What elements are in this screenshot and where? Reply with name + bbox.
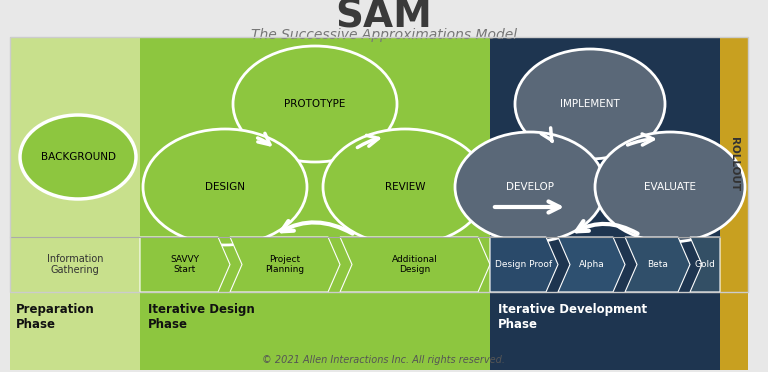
Polygon shape xyxy=(490,237,558,292)
Bar xyxy=(720,292,748,370)
Bar xyxy=(10,37,140,292)
Bar xyxy=(10,292,140,370)
Text: Project
Planning: Project Planning xyxy=(266,255,305,274)
Text: Iterative Design
Phase: Iterative Design Phase xyxy=(148,303,255,331)
Text: Alpha: Alpha xyxy=(578,260,604,269)
Text: The Successive Approximations Model: The Successive Approximations Model xyxy=(251,28,517,42)
Polygon shape xyxy=(558,237,625,292)
Text: IMPLEMENT: IMPLEMENT xyxy=(560,99,620,109)
Ellipse shape xyxy=(595,132,745,242)
Bar xyxy=(490,292,720,370)
Text: Additional
Design: Additional Design xyxy=(392,255,438,274)
Ellipse shape xyxy=(515,49,665,159)
Text: Preparation
Phase: Preparation Phase xyxy=(16,303,94,331)
Text: SAVVY
Start: SAVVY Start xyxy=(170,255,200,274)
Text: BACKGROUND: BACKGROUND xyxy=(41,152,115,162)
Polygon shape xyxy=(690,237,720,292)
Bar xyxy=(140,37,490,292)
Polygon shape xyxy=(340,237,490,292)
Text: REVIEW: REVIEW xyxy=(385,182,425,192)
Polygon shape xyxy=(140,237,230,292)
Ellipse shape xyxy=(455,132,605,242)
Ellipse shape xyxy=(323,129,487,245)
Polygon shape xyxy=(625,237,690,292)
Ellipse shape xyxy=(233,46,397,162)
Bar xyxy=(140,292,490,370)
Text: EVALUATE: EVALUATE xyxy=(644,182,696,192)
Text: Iterative Development
Phase: Iterative Development Phase xyxy=(498,303,647,331)
Text: Gold: Gold xyxy=(694,260,716,269)
Text: PROTOTYPE: PROTOTYPE xyxy=(284,99,346,109)
Text: DEVELOP: DEVELOP xyxy=(506,182,554,192)
Ellipse shape xyxy=(20,115,136,199)
Text: Design Proof: Design Proof xyxy=(495,260,552,269)
Text: SAM: SAM xyxy=(336,0,432,36)
Bar xyxy=(720,37,748,292)
Ellipse shape xyxy=(143,129,307,245)
Text: Beta: Beta xyxy=(647,260,668,269)
Bar xyxy=(10,37,748,292)
Polygon shape xyxy=(230,237,340,292)
Text: Information
Gathering: Information Gathering xyxy=(47,254,103,275)
Bar xyxy=(490,37,720,292)
Text: ROLLOUT: ROLLOUT xyxy=(729,137,739,192)
Text: DESIGN: DESIGN xyxy=(205,182,245,192)
Text: © 2021 Allen Interactions Inc. All rights reserved.: © 2021 Allen Interactions Inc. All right… xyxy=(263,355,505,365)
